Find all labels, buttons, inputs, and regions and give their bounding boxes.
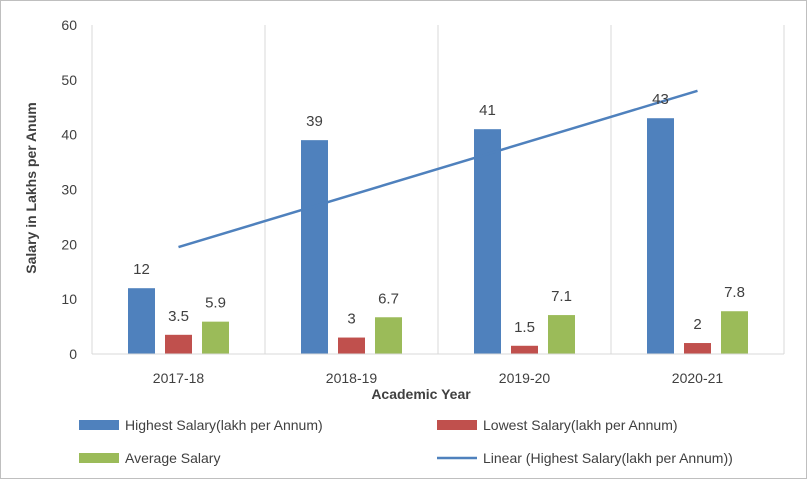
legend-item: Linear (Highest Salary(lakh per Annum)): [437, 450, 733, 466]
data-label: 1.5: [514, 319, 535, 336]
x-tick-label: 2020-21: [672, 370, 724, 386]
bar: [474, 129, 501, 354]
legend-swatch: [79, 453, 119, 463]
axis-layer: 0 10 20 30 40 50 60 2017-18 2018-19 2019-20 2020-2…: [61, 17, 784, 386]
legend-item: Lowest Salary(lakh per Annum): [437, 417, 678, 433]
y-tick-label: 40: [61, 127, 77, 143]
bar: [338, 337, 365, 354]
y-tick-label: 30: [61, 182, 77, 198]
legend: Highest Salary(lakh per Annum) Lowest Sal…: [79, 417, 733, 466]
data-label: 5.9: [205, 295, 226, 312]
data-label: 3: [347, 311, 355, 328]
legend-item: Highest Salary(lakh per Annum): [79, 417, 323, 433]
x-tick-label: 2017-18: [153, 370, 205, 386]
y-tick-label: 10: [61, 291, 77, 307]
legend-item: Average Salary: [79, 450, 220, 466]
bar: [375, 317, 402, 354]
legend-swatch: [79, 420, 119, 430]
data-label: 12: [133, 261, 150, 278]
legend-label: Average Salary: [125, 450, 220, 466]
y-axis-title: Salary in Lakhs per Anum: [23, 102, 39, 273]
bar: [721, 311, 748, 354]
legend-label: Lowest Salary(lakh per Annum): [483, 417, 678, 433]
legend-swatch: [437, 420, 477, 430]
bar: [202, 321, 229, 354]
data-label: 7.8: [724, 284, 745, 301]
x-axis-title: Academic Year: [371, 386, 471, 402]
legend-label: Linear (Highest Salary(lakh per Annum)): [483, 450, 733, 466]
bar: [548, 315, 575, 354]
bar: [128, 288, 155, 354]
bar: [511, 345, 538, 354]
bar: [647, 118, 674, 354]
data-labels-layer: 12 39 41 43 3.5 3 1.5 2 5.9 6.7 7.1 7.8: [133, 91, 745, 336]
x-tick-label: 2019-20: [499, 370, 551, 386]
bar: [165, 334, 192, 354]
trend-layer: [178, 89, 698, 249]
grid-layer: [91, 25, 785, 354]
data-label: 7.1: [551, 288, 572, 305]
data-label: 39: [306, 113, 323, 130]
data-label: 43: [652, 91, 669, 108]
y-tick-label: 50: [61, 72, 77, 88]
trendline: [178, 89, 698, 249]
bars-layer: [128, 118, 748, 354]
x-tick-label: 2018-19: [326, 370, 378, 386]
data-label: 3.5: [168, 308, 189, 325]
bar: [684, 343, 711, 354]
legend-label: Highest Salary(lakh per Annum): [125, 417, 323, 433]
data-label: 2: [693, 316, 701, 333]
bar: [301, 140, 328, 354]
y-tick-label: 20: [61, 236, 77, 252]
y-tick-label: 0: [69, 346, 77, 362]
data-label: 6.7: [378, 290, 399, 307]
data-label: 41: [479, 102, 496, 119]
y-tick-label: 60: [61, 17, 77, 33]
